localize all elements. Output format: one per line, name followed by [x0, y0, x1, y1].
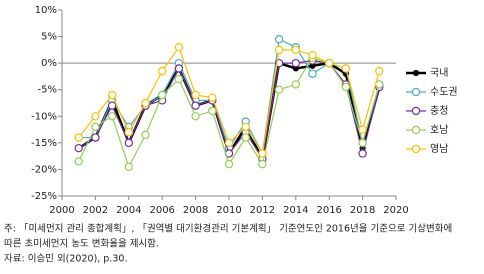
point	[124, 128, 134, 137]
point	[208, 93, 217, 102]
legend-marker	[412, 69, 420, 77]
point	[358, 138, 367, 148]
x-tick-label: 2002	[83, 205, 108, 216]
point	[308, 50, 317, 60]
point	[174, 43, 184, 52]
y-tick-label: -15%	[31, 138, 57, 149]
point	[74, 133, 83, 142]
x-tick-label: 2006	[149, 205, 174, 216]
y-tick-label: -5%	[38, 85, 57, 96]
x-tick-label: 2016	[316, 205, 341, 216]
legend-label: 수도권	[430, 86, 458, 98]
point	[91, 112, 100, 121]
point	[375, 66, 384, 76]
point	[274, 35, 284, 44]
point	[208, 106, 217, 116]
point	[191, 101, 200, 110]
legend-marker	[411, 144, 421, 154]
point	[124, 162, 134, 171]
point	[107, 90, 117, 100]
point	[224, 159, 234, 169]
legend-label: 국내	[430, 67, 448, 79]
legend-marker	[411, 87, 421, 97]
note: 주: 「미세먼지 관리 종합계획」, 「권역별 대기환경관리 기본계획」 기준연…	[4, 223, 452, 235]
point	[325, 58, 334, 68]
point	[191, 112, 200, 121]
point	[107, 101, 117, 110]
legend-label: 호남	[430, 124, 448, 136]
point	[258, 159, 267, 169]
point	[91, 122, 100, 132]
x-tick-label: 2018	[350, 205, 375, 216]
legend-marker	[411, 125, 421, 135]
point	[224, 138, 234, 148]
point	[174, 64, 184, 73]
point	[258, 149, 267, 158]
y-tick-label: -10%	[31, 111, 57, 122]
point	[241, 122, 250, 132]
point	[74, 143, 83, 153]
point	[274, 85, 284, 94]
point	[358, 125, 367, 134]
y-tick-label: 0%	[41, 58, 57, 69]
series-line	[78, 38, 380, 156]
point	[308, 69, 317, 78]
x-tick-label: 2004	[116, 205, 141, 216]
point	[141, 98, 150, 108]
x-tick-label: 2020	[383, 205, 408, 216]
point	[91, 133, 100, 142]
note: 자료: 이승민 외(2020), p.30.	[4, 253, 127, 265]
y-tick-label: -25%	[31, 191, 57, 202]
legend-label: 영남	[430, 143, 448, 155]
point	[241, 133, 250, 142]
point	[107, 112, 117, 121]
point	[157, 66, 167, 76]
note: 따른 초미세먼지 농도 변화율을 제시함.	[4, 239, 159, 250]
x-tick-label: 2014	[283, 205, 308, 216]
x-tick-label: 2010	[216, 205, 241, 216]
y-tick-label: 5%	[41, 32, 57, 43]
point	[191, 90, 200, 100]
point	[141, 130, 150, 140]
point	[341, 64, 351, 73]
point	[341, 82, 351, 92]
x-tick-label: 2000	[49, 205, 74, 216]
y-tick-label: -20%	[31, 164, 57, 175]
x-tick-label: 2012	[250, 205, 275, 216]
point	[124, 138, 134, 148]
point	[274, 45, 284, 55]
point	[291, 58, 300, 68]
point	[291, 80, 300, 89]
point	[358, 149, 367, 158]
point	[174, 74, 184, 84]
legend-label: 충청	[430, 105, 448, 117]
point	[74, 157, 83, 166]
y-tick-label: 10%	[35, 5, 57, 16]
point	[157, 90, 167, 100]
point	[291, 45, 300, 55]
legend-marker	[411, 106, 421, 116]
x-tick-label: 2008	[183, 205, 208, 216]
